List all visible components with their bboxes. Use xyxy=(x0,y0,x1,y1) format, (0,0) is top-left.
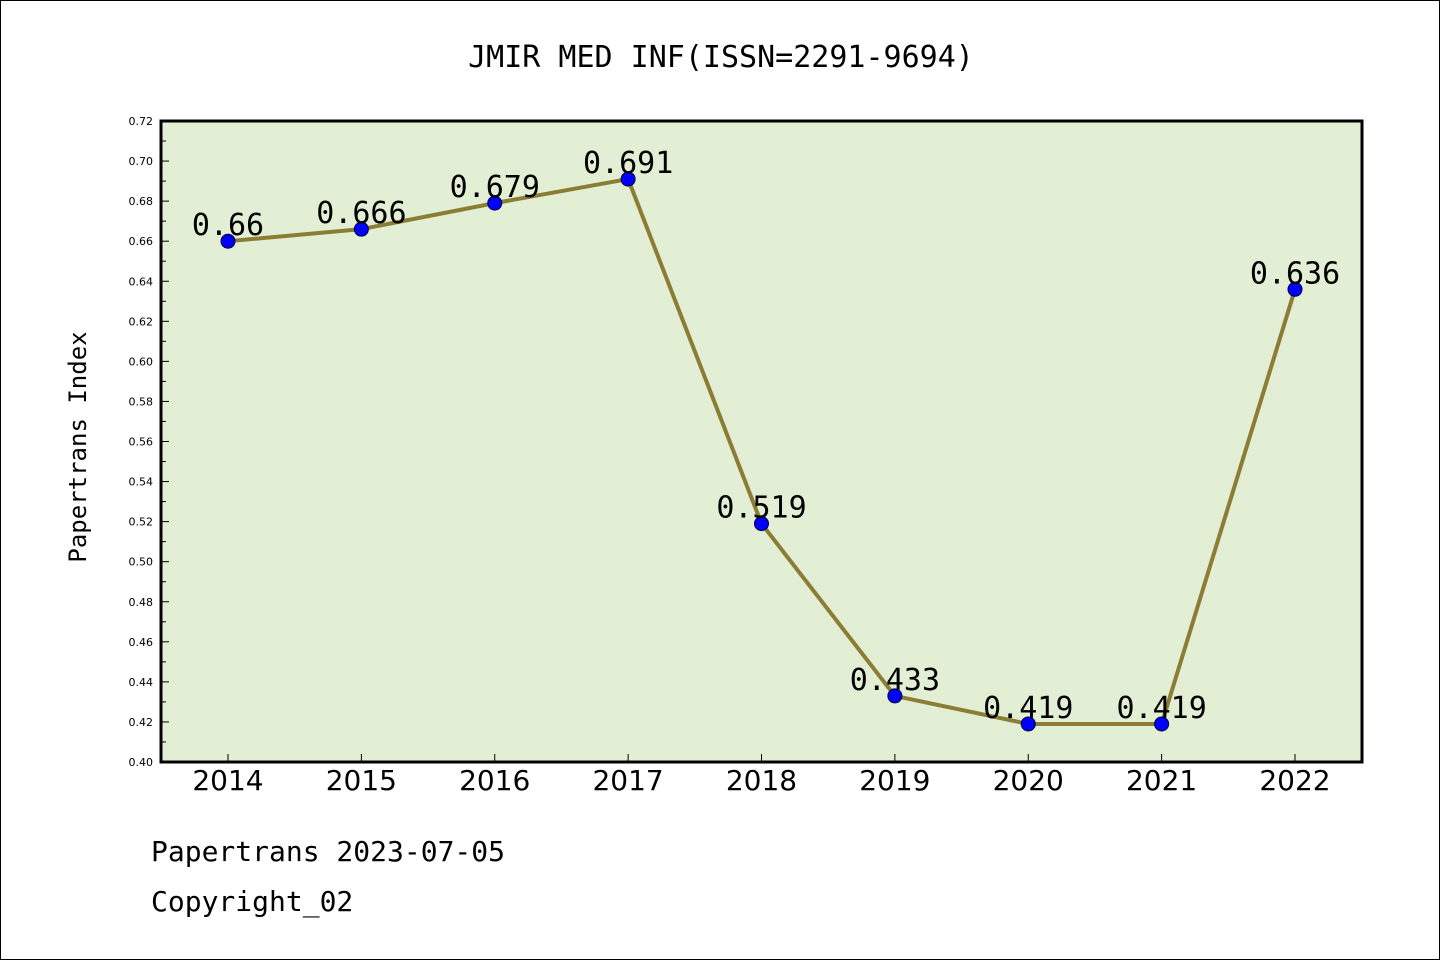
chart-title: JMIR MED INF(ISSN=2291-9694) xyxy=(468,40,974,75)
data-label: 0.666 xyxy=(316,196,406,231)
data-point xyxy=(487,195,503,211)
y-tick-label: 0.40 xyxy=(129,756,154,769)
y-tick-label: 0.50 xyxy=(129,556,154,569)
y-tick-label: 0.66 xyxy=(129,235,154,248)
data-label: 0.419 xyxy=(1116,691,1206,726)
x-tick-label: 2020 xyxy=(993,764,1064,797)
y-tick-label: 0.72 xyxy=(129,115,154,128)
y-tick-label: 0.70 xyxy=(129,155,154,168)
footer-date: Papertrans 2023-07-05 xyxy=(151,835,506,868)
data-label: 0.433 xyxy=(850,663,940,698)
y-tick-label: 0.54 xyxy=(129,476,154,489)
data-label: 0.66 xyxy=(192,208,264,243)
data-label: 0.636 xyxy=(1250,256,1340,291)
footer-copyright: Copyright_02 xyxy=(151,885,354,918)
data-point xyxy=(220,233,236,249)
y-axis-label: Papertrans Index xyxy=(64,331,92,562)
data-labels: 0.66 0.666 0.679 0.691 0.519 0.433 0.419 0.419 0… xyxy=(192,146,1340,726)
x-tick-label: 2017 xyxy=(592,764,663,797)
x-tick-label: 2022 xyxy=(1259,764,1330,797)
data-label: 0.691 xyxy=(583,146,673,181)
data-point xyxy=(353,221,369,237)
y-tick-label: 0.46 xyxy=(129,636,154,649)
y-tick-label: 0.44 xyxy=(129,676,154,689)
y-tick-label: 0.48 xyxy=(129,596,154,609)
y-tick-label: 0.68 xyxy=(129,195,154,208)
x-tick-label: 2016 xyxy=(459,764,530,797)
data-point xyxy=(887,688,903,704)
x-tick-label: 2021 xyxy=(1126,764,1197,797)
y-tick-label: 0.56 xyxy=(129,436,154,449)
data-point xyxy=(620,171,636,187)
data-point xyxy=(754,516,769,532)
data-label: 0.519 xyxy=(716,491,806,526)
series-markers xyxy=(220,171,1303,732)
y-tick-label: 0.42 xyxy=(129,716,154,729)
data-point xyxy=(1020,716,1036,732)
data-point xyxy=(1154,716,1170,732)
data-label: 0.679 xyxy=(450,170,540,205)
y-tick-label: 0.62 xyxy=(129,315,154,328)
y-tick-label: 0.58 xyxy=(129,395,154,408)
x-axis-ticks: 2014 2015 2016 2017 2018 2019 2020 2021 2022 xyxy=(192,754,1331,797)
x-tick-label: 2015 xyxy=(326,764,397,797)
x-tick-label: 2018 xyxy=(726,764,797,797)
y-axis-ticks: 0.40 0.42 0.44 0.46 0.48 0.50 0.52 0.54 0.56 0.58… xyxy=(129,115,169,769)
x-tick-label: 2019 xyxy=(859,764,930,797)
data-point xyxy=(1287,281,1303,297)
x-tick-label: 2014 xyxy=(192,764,263,797)
y-tick-label: 0.52 xyxy=(129,516,154,529)
y-tick-label: 0.60 xyxy=(129,355,154,368)
y-tick-label: 0.64 xyxy=(129,275,154,288)
data-label: 0.419 xyxy=(983,691,1073,726)
